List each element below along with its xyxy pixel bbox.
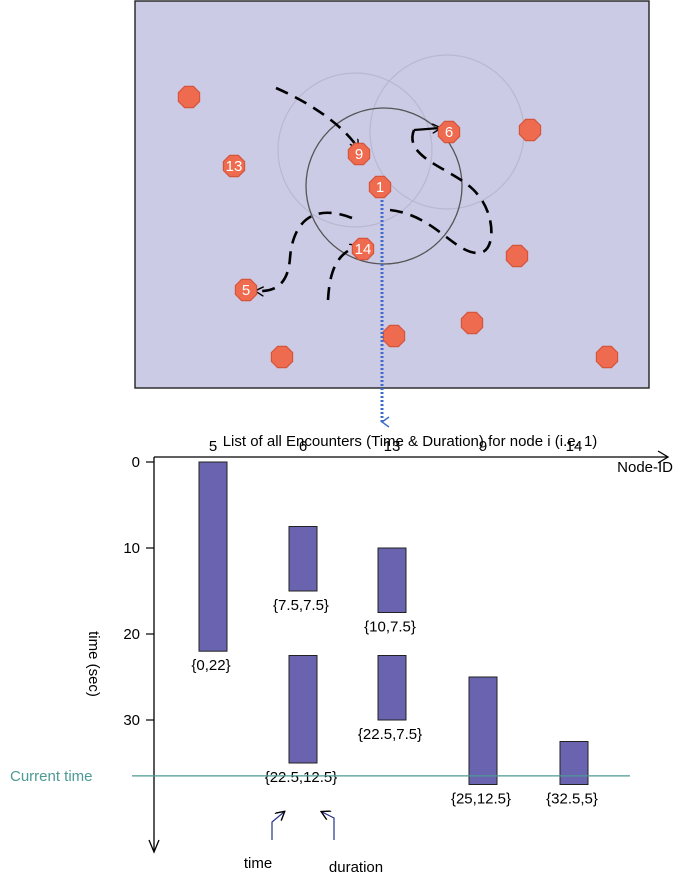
node-marker: [595, 345, 619, 369]
encounter-bar: [377, 655, 407, 721]
encounter-bar: [288, 655, 318, 764]
node-6: 6: [437, 120, 461, 144]
duration-annotation: duration: [329, 859, 383, 876]
encounter-list-title: List of all Encounters (Time & Duration)…: [223, 433, 598, 450]
y-axis-label: time (sec): [85, 631, 102, 697]
node-5: 5: [234, 278, 258, 302]
encounter-label: {7.5,7.5}: [273, 597, 329, 614]
node-marker: [351, 237, 375, 261]
trajectory-node-9: [275, 86, 358, 148]
encounter-label: {22.5,7.5}: [358, 726, 422, 743]
nodes-layer: 9 13 6 1 14 5: [177, 85, 619, 369]
node-marker: [505, 244, 529, 268]
field-background: [134, 0, 650, 389]
range-circle-node-1: [305, 107, 463, 265]
node: [595, 345, 619, 369]
encounter-label: {0,22}: [191, 657, 230, 674]
x-tick-label: 14: [566, 438, 583, 455]
trajectory-node-6-head: [413, 128, 440, 130]
x-tick-label: 13: [384, 438, 401, 455]
node-9: 9: [347, 142, 371, 166]
node-label: 13: [226, 158, 243, 175]
x-tick-label: 9: [479, 438, 487, 455]
node-marker: [177, 85, 201, 109]
encounter-label: {25,12.5}: [451, 791, 511, 808]
x-tick-label: 5: [209, 438, 217, 455]
node: [505, 244, 529, 268]
node: [270, 345, 294, 369]
node-marker: [270, 345, 294, 369]
y-tick-label: 0: [132, 454, 140, 471]
duration-bracket: [322, 812, 335, 840]
node-marker: [234, 278, 258, 302]
time-annotation: time: [244, 855, 272, 872]
encounter-bar: [468, 676, 498, 785]
range-circle-node-9: [277, 72, 433, 228]
node-label: 6: [445, 124, 453, 141]
node: [460, 311, 484, 335]
y-tick-label: 30: [123, 712, 140, 729]
node-marker: [222, 154, 246, 178]
node-marker: [382, 324, 406, 348]
node-label: 14: [355, 241, 372, 258]
node-1: 1: [368, 175, 392, 199]
encounter-bar: [288, 526, 318, 592]
time-bracket: [271, 812, 284, 840]
encounter-label: {10,7.5}: [364, 619, 416, 636]
node: [382, 324, 406, 348]
y-axis-arrowhead: [148, 839, 160, 854]
node-label: 9: [355, 146, 363, 163]
chart-layer: 5 6 13 9 14 0 10 20 30 {0,22} {7.5,7.5} {22.5,12.5}…: [123, 438, 598, 808]
encounter-bar: [377, 547, 407, 613]
node-label: 5: [242, 282, 250, 299]
x-axis-arrowhead: [657, 450, 670, 464]
current-time-label: Current time: [10, 768, 93, 785]
mobility-field: 9 13 6 1 14 5: [134, 0, 650, 428]
trajectory-node-6: [389, 129, 493, 255]
node-marker: [347, 142, 371, 166]
encounter-label: {32.5,5}: [546, 791, 598, 808]
node-marker: [368, 175, 392, 199]
node-marker: [437, 120, 461, 144]
node-marker: [460, 311, 484, 335]
x-tick-label: 6: [299, 438, 307, 455]
x-axis-label: Node-ID: [617, 459, 673, 476]
trajectory-node-14: [326, 246, 358, 301]
trajectory-node-5: [256, 211, 353, 291]
node-marker: [518, 118, 542, 142]
encounter-list: List of all Encounters (Time & Duration)…: [10, 433, 673, 876]
y-tick-label: 10: [123, 540, 140, 557]
y-tick-label: 20: [123, 626, 140, 643]
node-14: 14: [351, 237, 375, 261]
node-label: 1: [376, 179, 384, 196]
encounter-label: {22.5,12.5}: [265, 769, 338, 786]
encounter-bar: [198, 461, 228, 652]
encounter-bar: [559, 741, 589, 785]
node: [177, 85, 201, 109]
node-13: 13: [222, 154, 246, 178]
node: [518, 118, 542, 142]
